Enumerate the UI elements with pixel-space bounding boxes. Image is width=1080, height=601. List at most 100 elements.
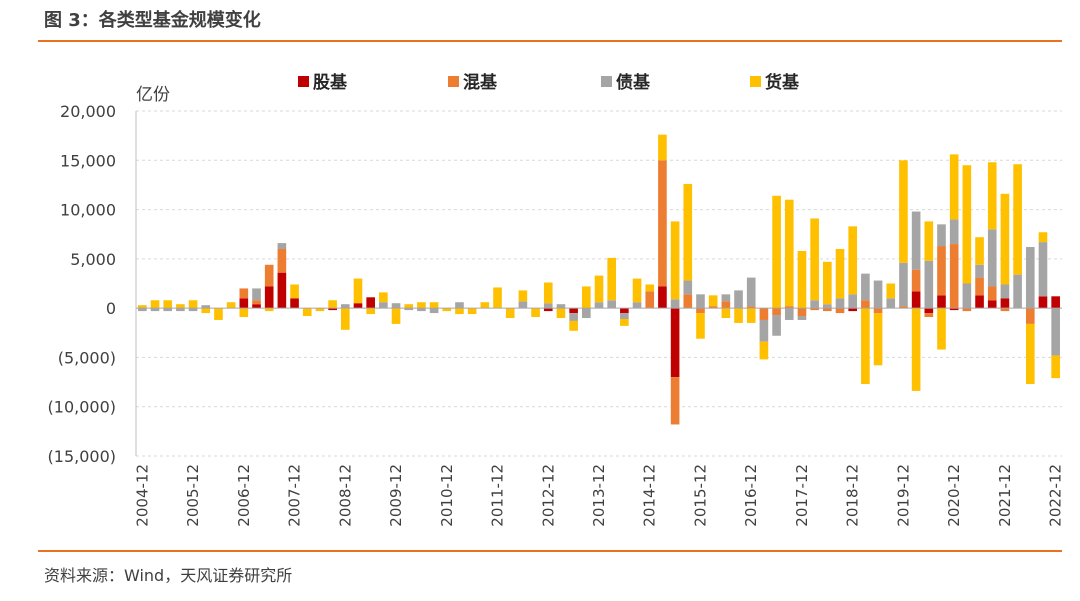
bar-segment: [962, 283, 972, 309]
bar-segment: [924, 313, 934, 318]
bar-segment: [721, 294, 731, 302]
bar-segment: [340, 304, 350, 309]
x-tick-label: 2019-12: [894, 464, 912, 527]
bar-segment: [353, 303, 363, 309]
bar-segment: [759, 308, 769, 320]
bar-segment: [493, 287, 502, 309]
bar-segment: [746, 308, 756, 323]
bar-segment: [861, 300, 870, 309]
bar-segment: [937, 295, 946, 309]
bar-segment: [138, 305, 147, 309]
bar-segment: [366, 308, 375, 315]
bar-segment: [759, 319, 769, 342]
bar-segment: [302, 308, 312, 317]
bar-segment: [1051, 296, 1060, 309]
bar-segment: [886, 283, 896, 299]
y-tick-label: (5,000): [58, 348, 116, 367]
bar-segment: [290, 284, 299, 299]
bar-segment: [683, 280, 693, 295]
bar-segment: [543, 308, 553, 312]
bar-segment: [670, 308, 680, 378]
bar-segment: [683, 294, 693, 309]
bar-segment: [417, 302, 426, 309]
bar-segment: [911, 211, 921, 270]
bar-segment: [797, 308, 807, 317]
bar-segment: [1038, 232, 1048, 243]
x-tick-label: 2005-12: [184, 464, 202, 527]
source-note: 资料来源：Wind，天风证券研究所: [44, 566, 293, 585]
bar-segment: [239, 298, 249, 309]
bar-segment: [658, 286, 667, 309]
bar-segment: [975, 264, 984, 278]
bar-segment: [797, 250, 807, 309]
bar-segment: [746, 306, 756, 309]
bar-segment: [328, 308, 337, 311]
bar-segment: [1000, 308, 1010, 312]
bar-segment: [455, 308, 464, 315]
bar-segment: [138, 308, 147, 312]
bar-segment: [708, 295, 718, 307]
x-tick-label: 2012-12: [539, 464, 557, 527]
bar-segment: [1038, 296, 1048, 309]
x-tick-label: 2016-12: [742, 464, 760, 527]
bar-segment: [163, 308, 173, 312]
bar-segment: [214, 308, 223, 320]
bar-segment: [975, 277, 984, 296]
x-tick-label: 2015-12: [691, 464, 709, 527]
x-tick-label: 2021-12: [996, 464, 1014, 527]
bar-segment: [772, 195, 781, 309]
bar-segment: [467, 308, 477, 315]
bar-segment: [873, 313, 883, 366]
bar-segment: [835, 249, 845, 299]
bar-segment: [962, 308, 972, 312]
bar-segment: [404, 304, 414, 309]
bar-segment: [949, 219, 959, 245]
y-tick-label: (10,000): [48, 398, 116, 417]
bar-segment: [810, 308, 819, 311]
y-tick-label: 15,000: [60, 151, 116, 170]
bar-segment: [277, 243, 287, 249]
legend-label: 混基: [463, 72, 498, 93]
bar-segment: [264, 308, 274, 312]
bar-segment: [404, 308, 414, 311]
bar-segment: [658, 160, 667, 287]
x-tick-label: 2010-12: [438, 464, 456, 527]
bar-segment: [861, 308, 870, 385]
bar-segment: [861, 273, 870, 301]
x-tick-label: 2018-12: [844, 464, 862, 527]
bar-segment: [746, 277, 756, 307]
x-tick-label: 2007-12: [286, 464, 304, 527]
bar-segment: [975, 295, 984, 309]
bar-segment: [505, 308, 515, 318]
bar-segment: [429, 308, 439, 314]
bar-segment: [873, 308, 883, 314]
bar-segment: [975, 237, 984, 265]
bar-segment: [759, 341, 769, 360]
bar-segment: [1025, 323, 1035, 385]
bar-segment: [277, 249, 287, 273]
legend-label: 股基: [313, 72, 348, 93]
bar-segment: [911, 308, 921, 391]
x-tick-label: 2013-12: [590, 464, 608, 527]
bar-segment: [1025, 308, 1035, 324]
bar-segment: [632, 278, 642, 303]
bar-segment: [696, 313, 705, 339]
bar-segment: [264, 264, 274, 287]
bar-segment: [594, 275, 604, 303]
bar-segment: [797, 316, 807, 320]
bar-segment: [252, 300, 261, 305]
axes: 20,000 15,000 10,000 5,000 0 (5,000) (10,000) (…: [48, 102, 1065, 527]
bar-segment: [823, 304, 832, 309]
bar-segment: [645, 291, 655, 309]
bar-segment: [670, 377, 680, 425]
bar-segment: [987, 229, 997, 287]
bar-segment: [340, 308, 350, 330]
y-tick-label: (15,000): [48, 447, 116, 466]
bottom-rule: [38, 550, 1062, 552]
bar-segment: [1038, 242, 1048, 297]
bar-segment: [379, 302, 388, 309]
bar-segment: [442, 308, 452, 312]
x-tick-label: 2017-12: [793, 464, 811, 527]
bar-segment: [899, 306, 908, 309]
bar-segment: [721, 308, 731, 318]
